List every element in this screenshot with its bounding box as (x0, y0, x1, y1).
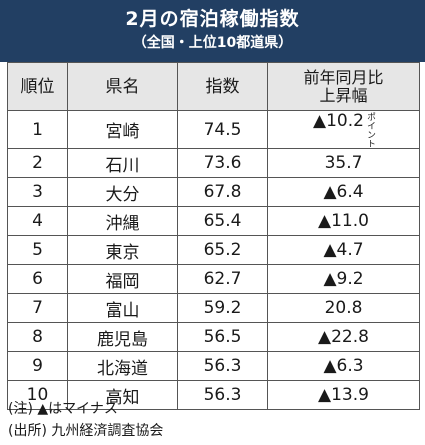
table-row: 2 石川 73.6 35.7 (7, 148, 420, 178)
table-row: 4 沖縄 65.4 ▲11.0 (7, 206, 420, 236)
index-cell: 56.3 (177, 351, 268, 381)
change-value: 35.7 (324, 153, 363, 173)
table-row: 3 大分 67.8 ▲6.4 (7, 177, 420, 207)
table-row: 10 高知 56.3 ▲13.9 (7, 380, 420, 410)
table-body: 1 宮崎 74.5 ▲10.2ポイント 2 石川 73.6 35.7 3 大分 67.8 ▲6.4 4 沖… (7, 110, 420, 410)
table-row: 6 福岡 62.7 ▲9.2 (7, 264, 420, 294)
change-header-line-1: 前年同月比 (303, 67, 384, 87)
change-value: ▲10.2 (313, 111, 364, 132)
rank-cell: 1 (7, 110, 68, 149)
change-cell: ▲4.7 (267, 235, 420, 265)
rank-cell: 3 (7, 177, 68, 207)
change-cell: 20.8 (267, 293, 420, 323)
prefecture-cell: 鹿児島 (67, 322, 178, 352)
page-title: 2月の宿泊稼働指数 (125, 8, 300, 30)
change-cell: ▲10.2ポイント (267, 110, 420, 149)
index-cell: 74.5 (177, 110, 268, 149)
table-row: 7 富山 59.2 20.8 (7, 293, 420, 323)
index-cell: 56.3 (177, 380, 268, 410)
table-row: 8 鹿児島 56.5 ▲22.8 (7, 322, 420, 352)
page-subtitle: （全国・上位10都道県） (132, 35, 293, 51)
change-cell: ▲6.3 (267, 351, 420, 381)
index-cell: 65.2 (177, 235, 268, 265)
source-text: (出所) 九州経済調査協会 (8, 423, 164, 439)
prefecture-cell: 石川 (67, 148, 178, 178)
index-cell: 62.7 (177, 264, 268, 294)
rank-cell: 10 (7, 380, 68, 410)
change-value: ▲11.0 (318, 211, 369, 231)
rank-cell: 6 (7, 264, 68, 294)
ranking-table: 順位 県名 指数 前年同月比 上昇幅 1 宮崎 74.5 ▲10.2ポイント 2 石川 73.… (7, 62, 420, 410)
table-row: 1 宮崎 74.5 ▲10.2ポイント (7, 110, 420, 149)
prefecture-cell: 北海道 (67, 351, 178, 381)
change-value: ▲6.3 (323, 356, 364, 376)
rank-cell: 9 (7, 351, 68, 381)
table-row: 5 東京 65.2 ▲4.7 (7, 235, 420, 265)
footnotes: (注) ▲はマイナス (出所) 九州経済調査協会 (8, 398, 163, 442)
change-cell: 35.7 (267, 148, 420, 178)
change-value: ▲6.4 (323, 182, 364, 202)
change-value: ▲4.7 (323, 240, 364, 260)
rank-cell: 5 (7, 235, 68, 265)
change-cell: ▲13.9 (267, 380, 420, 410)
index-cell: 67.8 (177, 177, 268, 207)
index-cell: 65.4 (177, 206, 268, 236)
column-header-rank: 順位 (7, 62, 68, 111)
rank-cell: 8 (7, 322, 68, 352)
column-header-prefecture: 県名 (67, 62, 178, 111)
prefecture-cell: 高知 (67, 380, 178, 410)
rank-cell: 2 (7, 148, 68, 178)
column-header-change: 前年同月比 上昇幅 (267, 62, 420, 111)
prefecture-cell: 宮崎 (67, 110, 178, 149)
prefecture-cell: 東京 (67, 235, 178, 265)
prefecture-cell: 大分 (67, 177, 178, 207)
change-header-line-2: 上昇幅 (319, 85, 368, 105)
table-header-row: 順位 県名 指数 前年同月比 上昇幅 (7, 62, 420, 111)
change-cell: ▲22.8 (267, 322, 420, 352)
column-header-index: 指数 (177, 62, 268, 111)
change-value: 20.8 (324, 298, 363, 318)
index-cell: 59.2 (177, 293, 268, 323)
change-cell: ▲6.4 (267, 177, 420, 207)
title-banner: 2月の宿泊稼働指数 （全国・上位10都道県） (0, 0, 425, 62)
change-cell: ▲9.2 (267, 264, 420, 294)
table-row: 9 北海道 56.3 ▲6.3 (7, 351, 420, 381)
change-value: ▲13.9 (318, 385, 369, 405)
rank-cell: 7 (7, 293, 68, 323)
change-value: ▲22.8 (318, 327, 369, 347)
prefecture-cell: 富山 (67, 293, 178, 323)
index-cell: 56.5 (177, 322, 268, 352)
change-value: ▲9.2 (323, 269, 364, 289)
prefecture-cell: 福岡 (67, 264, 178, 294)
rank-cell: 4 (7, 206, 68, 236)
unit-label: ポイント (364, 112, 375, 148)
index-cell: 73.6 (177, 148, 268, 178)
prefecture-cell: 沖縄 (67, 206, 178, 236)
change-cell: ▲11.0 (267, 206, 420, 236)
note-text: (注) ▲はマイナス (8, 401, 118, 417)
